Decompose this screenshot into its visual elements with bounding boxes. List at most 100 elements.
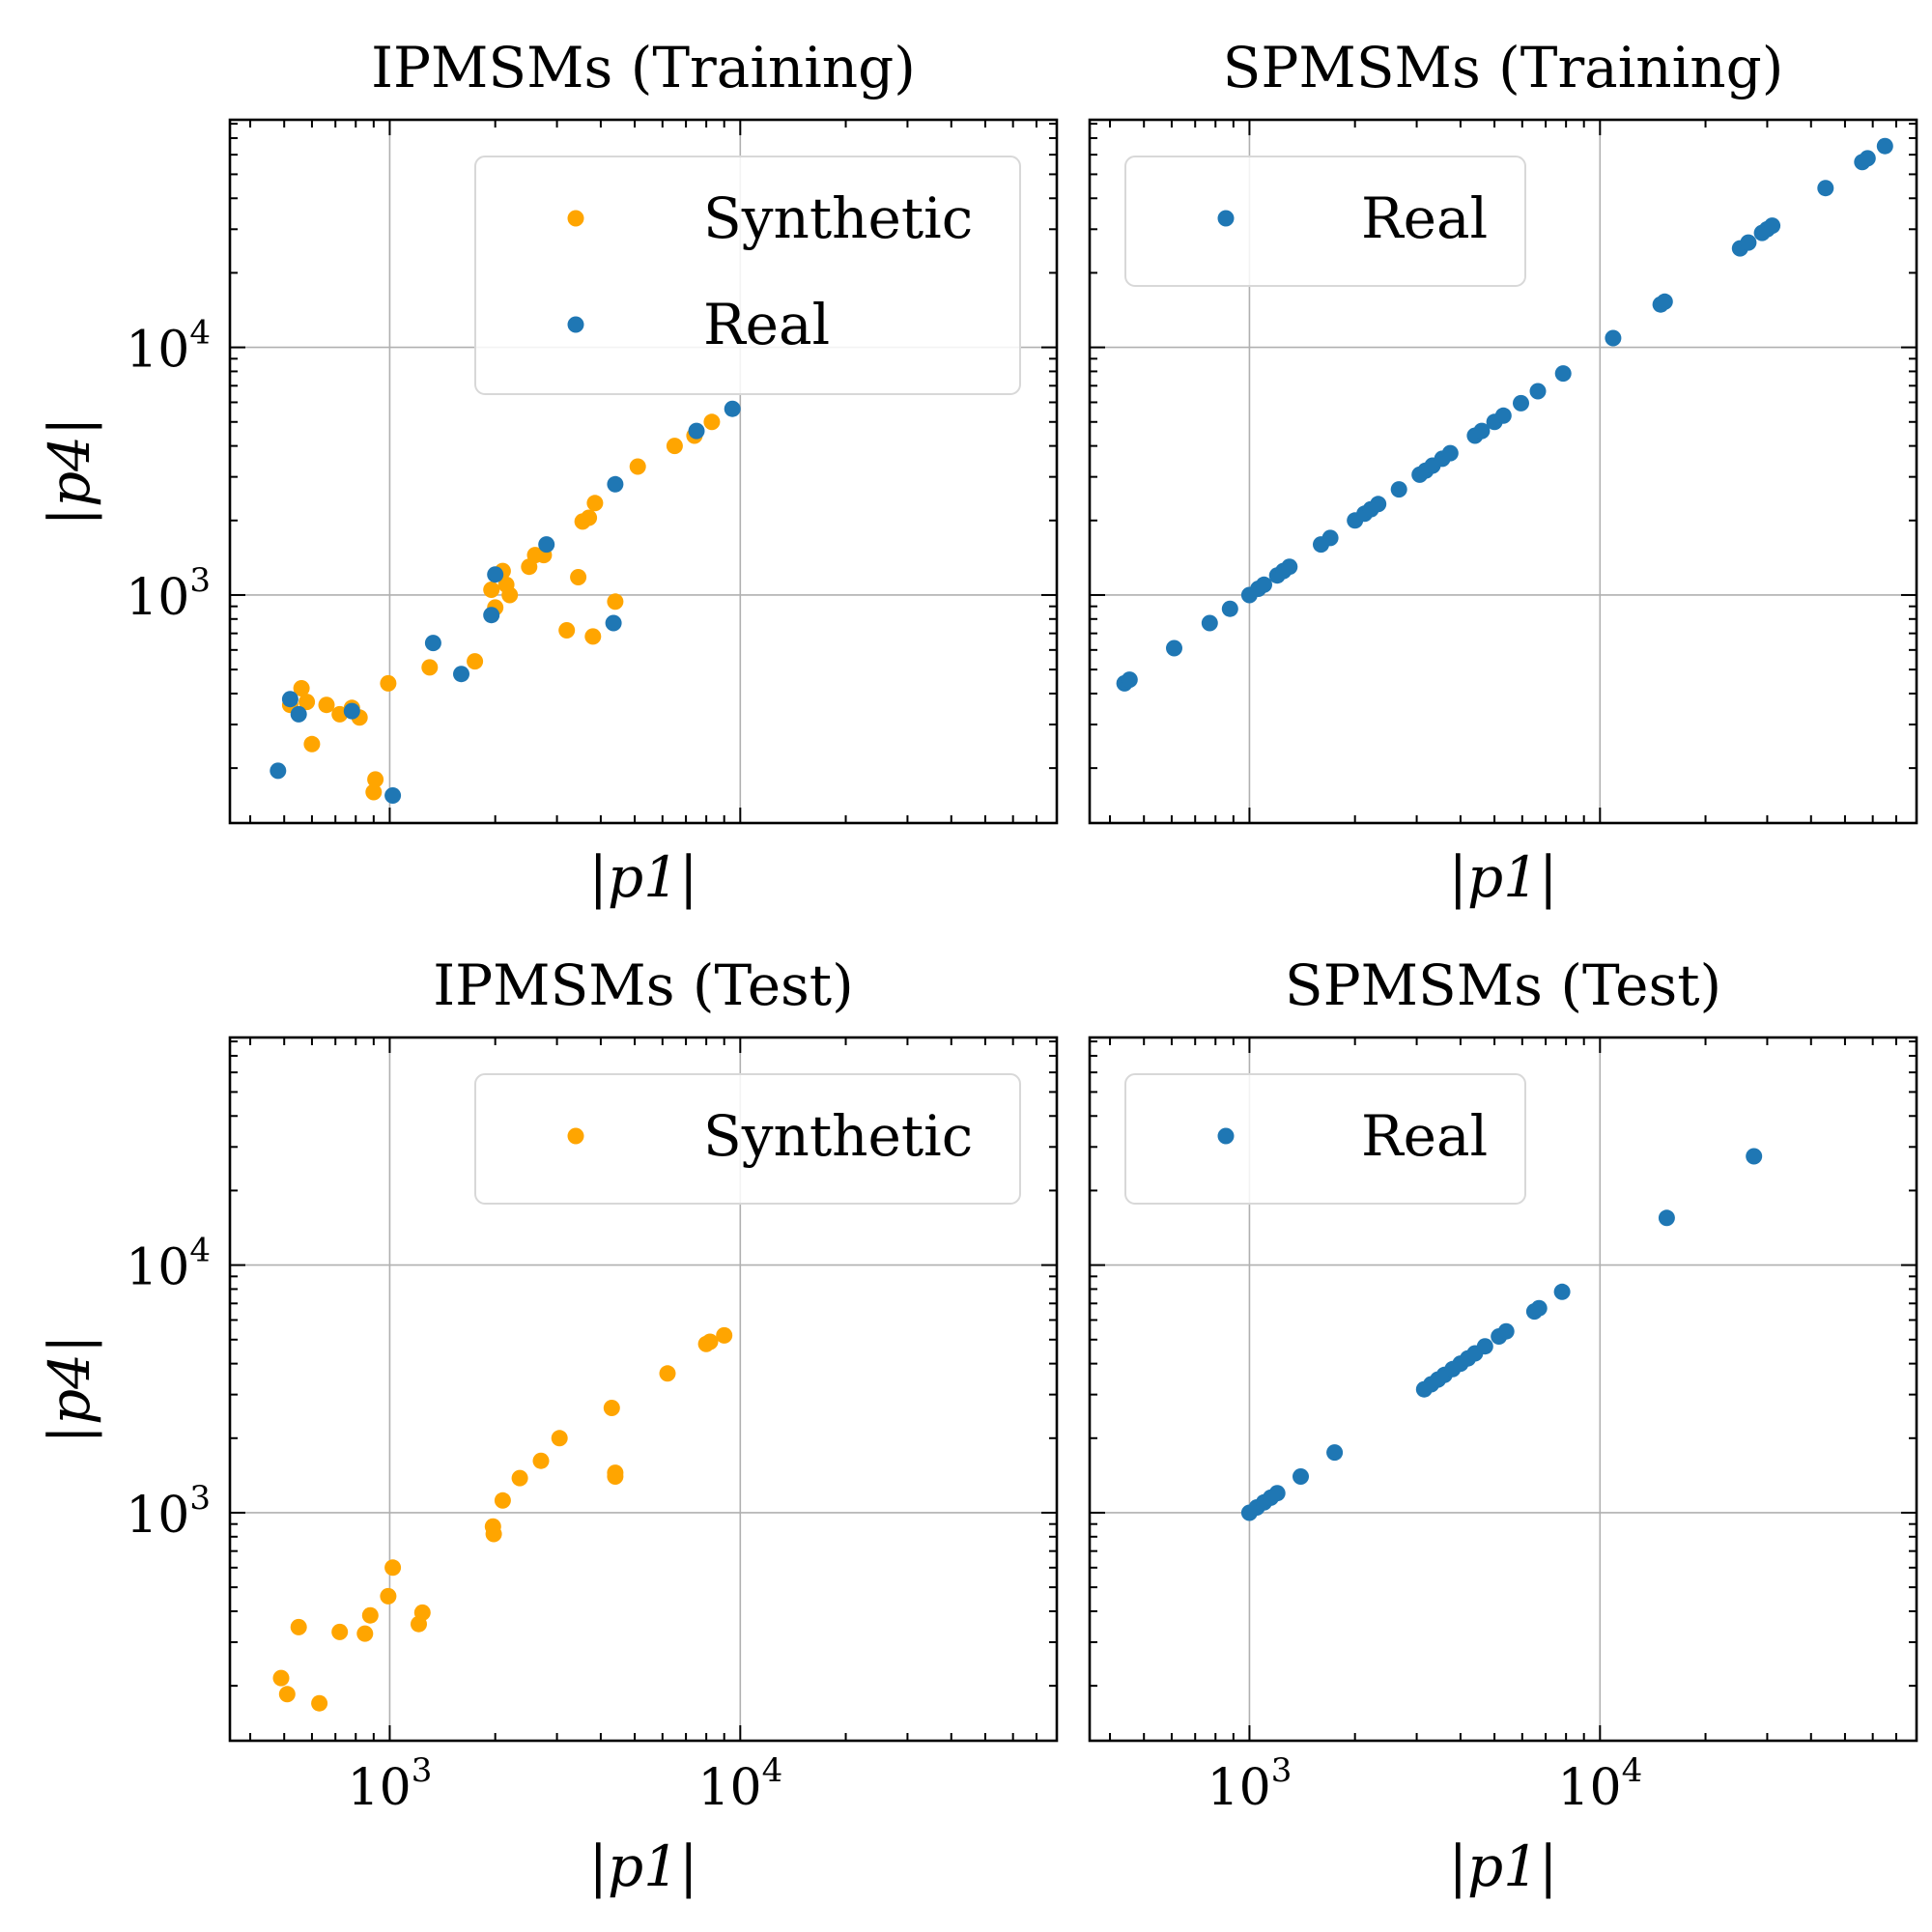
synthetic-point bbox=[701, 1333, 719, 1350]
real-point bbox=[1513, 394, 1529, 412]
real-point bbox=[1764, 217, 1781, 235]
axes-frame bbox=[1088, 118, 1918, 825]
series-synthetic bbox=[272, 1326, 733, 1712]
legend-label-synthetic: Synthetic bbox=[703, 1103, 973, 1169]
y-tick-label: 104 bbox=[126, 1232, 211, 1297]
real-point bbox=[1321, 529, 1339, 547]
real-point bbox=[424, 635, 441, 652]
legend-marker-synthetic bbox=[567, 1127, 584, 1145]
real-point bbox=[483, 607, 500, 624]
real-point bbox=[1740, 234, 1757, 251]
panel-3: 103 104 103 104 IPMSMs (Test) |p1| |p4| Synthet… bbox=[37, 952, 1059, 1899]
real-point bbox=[724, 400, 741, 417]
synthetic-point bbox=[586, 495, 604, 512]
real-point bbox=[1553, 1283, 1571, 1300]
real-point bbox=[1476, 1338, 1493, 1355]
real-point bbox=[688, 422, 705, 440]
legend-label-real: Real bbox=[703, 292, 830, 357]
synthetic-point bbox=[716, 1326, 733, 1344]
synthetic-point bbox=[413, 1604, 431, 1621]
synthetic-point bbox=[558, 622, 576, 639]
synthetic-point bbox=[361, 1606, 379, 1624]
legend-label-real: Real bbox=[1361, 1103, 1488, 1169]
legend-marker-synthetic bbox=[567, 210, 584, 227]
legend-label-synthetic: Synthetic bbox=[703, 185, 973, 251]
synthetic-point bbox=[551, 1430, 568, 1447]
real-point bbox=[1859, 150, 1876, 167]
real-point bbox=[1554, 365, 1572, 383]
real-point bbox=[605, 614, 622, 632]
synthetic-point bbox=[380, 1587, 397, 1605]
real-point bbox=[607, 475, 624, 493]
real-point bbox=[1658, 1209, 1675, 1227]
synthetic-point bbox=[318, 696, 335, 714]
real-point bbox=[453, 666, 469, 683]
series-synthetic bbox=[281, 413, 721, 801]
synthetic-point bbox=[421, 659, 439, 676]
synthetic-point bbox=[666, 438, 683, 455]
synthetic-point bbox=[311, 1694, 328, 1712]
legend-marker-real bbox=[567, 316, 584, 333]
synthetic-point bbox=[511, 1469, 528, 1487]
synthetic-point bbox=[607, 593, 624, 611]
real-point bbox=[343, 702, 360, 720]
chart-title: SPMSMs (Training) bbox=[1223, 35, 1784, 100]
real-point bbox=[384, 787, 402, 804]
y-axis-label: |p4| bbox=[37, 416, 102, 526]
legend: Synthetic Real bbox=[474, 156, 1021, 395]
x-tick-label: 103 bbox=[1208, 1751, 1293, 1817]
real-point bbox=[1293, 1468, 1309, 1485]
synthetic-point bbox=[485, 1525, 502, 1543]
real-point bbox=[281, 691, 298, 708]
real-point bbox=[270, 762, 287, 780]
real-point bbox=[1876, 137, 1893, 155]
chart-title: SPMSMs (Test) bbox=[1285, 952, 1721, 1018]
x-axis-label: |p1| bbox=[588, 1833, 697, 1899]
synthetic-point bbox=[384, 1559, 402, 1577]
legend-box bbox=[474, 1073, 1021, 1205]
real-point bbox=[1326, 1444, 1344, 1462]
real-point bbox=[1370, 496, 1387, 513]
real-point bbox=[1201, 614, 1218, 632]
synthetic-point bbox=[367, 771, 384, 788]
synthetic-point bbox=[467, 653, 484, 670]
synthetic-point bbox=[501, 586, 519, 604]
synthetic-point bbox=[303, 735, 321, 753]
real-point bbox=[1817, 180, 1834, 197]
chart-title: IPMSMs (Training) bbox=[371, 35, 916, 100]
real-point bbox=[1605, 329, 1622, 347]
synthetic-point bbox=[365, 783, 383, 801]
tick-marks bbox=[1090, 120, 1918, 823]
x-tick-label: 103 bbox=[348, 1751, 433, 1817]
chart-title: IPMSMs (Test) bbox=[433, 952, 853, 1018]
synthetic-point bbox=[293, 680, 310, 696]
x-tick-label: 104 bbox=[697, 1751, 782, 1817]
legend-box bbox=[1124, 156, 1526, 287]
x-tick-label: 104 bbox=[1557, 1751, 1642, 1817]
tick-marks bbox=[230, 120, 1058, 823]
real-point bbox=[1529, 383, 1547, 400]
tick-marks bbox=[230, 1037, 1058, 1741]
series-real bbox=[1240, 1148, 1763, 1521]
synthetic-point bbox=[494, 1492, 511, 1509]
axes-frame bbox=[228, 1036, 1059, 1743]
real-point bbox=[290, 705, 307, 723]
real-point bbox=[1166, 639, 1182, 657]
x-axis-label: |p1| bbox=[1448, 1833, 1557, 1899]
y-tick-label: 103 bbox=[126, 561, 211, 627]
synthetic-point bbox=[356, 1625, 374, 1642]
real-point bbox=[1256, 576, 1272, 593]
synthetic-point bbox=[703, 413, 721, 431]
legend-marker-real bbox=[1217, 1127, 1235, 1145]
tick-marks bbox=[1090, 1037, 1918, 1741]
series-real bbox=[1116, 137, 1893, 692]
real-point bbox=[1746, 1148, 1763, 1165]
panel-2: SPMSMs (Training) |p1| Real bbox=[1088, 35, 1918, 910]
synthetic-point bbox=[607, 1468, 624, 1485]
real-point bbox=[538, 536, 555, 554]
y-tick-label: 103 bbox=[126, 1479, 211, 1545]
synthetic-point bbox=[272, 1669, 290, 1687]
legend-marker-real bbox=[1217, 210, 1235, 227]
synthetic-point bbox=[290, 1618, 307, 1635]
